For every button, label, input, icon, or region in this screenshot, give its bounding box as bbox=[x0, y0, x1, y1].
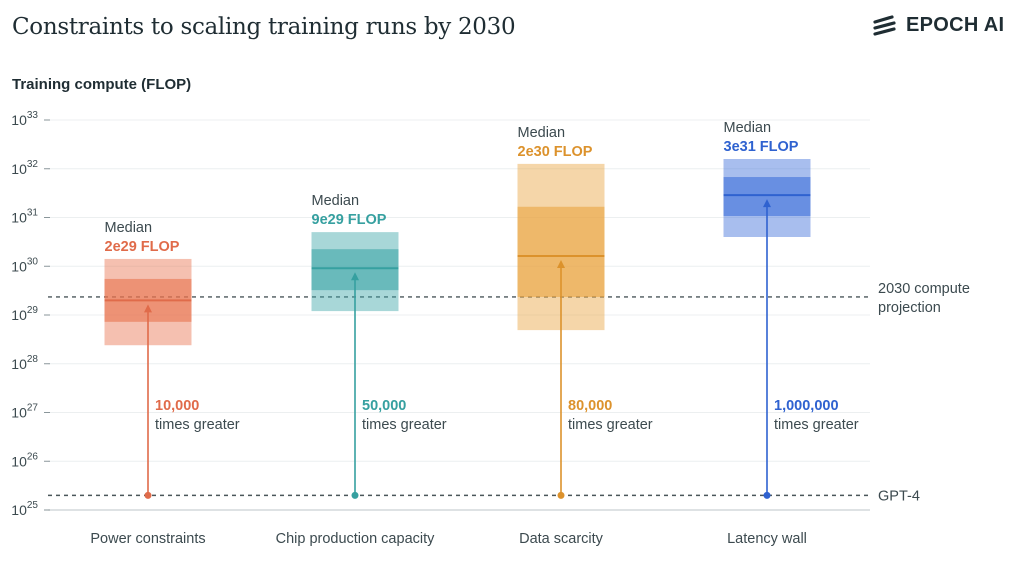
chart-title: Constraints to scaling training runs by … bbox=[12, 14, 516, 40]
x-category-label: Chip production capacity bbox=[276, 531, 436, 547]
multiplier-text: times greater bbox=[362, 417, 447, 433]
arrow-head-icon bbox=[763, 199, 771, 208]
range-box-group: Median 2e30 FLOP 80,000 times greater Data s… bbox=[517, 125, 653, 547]
median-value: 2e30 FLOP bbox=[518, 144, 593, 160]
arrow-head-icon bbox=[351, 272, 359, 281]
y-tick-label: 1033 bbox=[11, 110, 38, 128]
multiplier-value: 1,000,000 bbox=[774, 398, 839, 414]
y-tick-label: 1026 bbox=[11, 451, 38, 469]
multiplier-value: 50,000 bbox=[362, 398, 406, 414]
y-tick-label: 1029 bbox=[11, 305, 38, 323]
gpt4-point bbox=[557, 491, 565, 499]
median-label: Median bbox=[518, 125, 566, 141]
gpt4-point bbox=[351, 491, 359, 499]
range-box-group: Median 9e29 FLOP 50,000 times greater Chip p… bbox=[276, 193, 447, 547]
y-tick-label: 1031 bbox=[11, 208, 38, 226]
y-tick-label: 1030 bbox=[11, 256, 38, 274]
reference-line-label: projection bbox=[878, 300, 941, 316]
range-box-group: Median 3e31 FLOP 1,000,000 times greater Lat… bbox=[723, 120, 859, 547]
arrow-head-icon bbox=[144, 304, 152, 313]
epoch-logo-icon bbox=[873, 14, 896, 36]
epoch-ai-logo: EPOCH AI bbox=[872, 14, 1004, 37]
reference-line-label: GPT-4 bbox=[878, 488, 920, 504]
x-category-label: Data scarcity bbox=[519, 531, 604, 547]
median-label: Median bbox=[724, 120, 772, 136]
median-value: 3e31 FLOP bbox=[724, 139, 799, 155]
multiplier-text: times greater bbox=[568, 417, 653, 433]
logo-text: EPOCH AI bbox=[906, 14, 1005, 36]
multiplier-value: 80,000 bbox=[568, 398, 612, 414]
multiplier-text: times greater bbox=[155, 417, 240, 433]
median-label: Median bbox=[105, 220, 153, 236]
y-axis-label: Training compute (FLOP) bbox=[12, 76, 192, 93]
multiplier-value: 10,000 bbox=[155, 398, 199, 414]
arrow-head-icon bbox=[557, 260, 565, 269]
y-tick-label: 1025 bbox=[11, 500, 38, 518]
y-tick-label: 1028 bbox=[11, 354, 38, 372]
multiplier-text: times greater bbox=[774, 417, 859, 433]
range-box-group: Median 2e29 FLOP 10,000 times greater Power … bbox=[90, 220, 239, 547]
median-label: Median bbox=[312, 193, 360, 209]
gpt4-point bbox=[763, 491, 771, 499]
y-tick-label: 1027 bbox=[11, 403, 38, 421]
x-category-label: Power constraints bbox=[90, 531, 205, 547]
x-category-label: Latency wall bbox=[727, 531, 807, 547]
y-tick-label: 1032 bbox=[11, 159, 38, 177]
gpt4-point bbox=[144, 491, 152, 499]
median-value: 2e29 FLOP bbox=[105, 239, 180, 255]
median-value: 9e29 FLOP bbox=[312, 212, 387, 228]
reference-line-label: 2030 compute bbox=[878, 281, 970, 297]
